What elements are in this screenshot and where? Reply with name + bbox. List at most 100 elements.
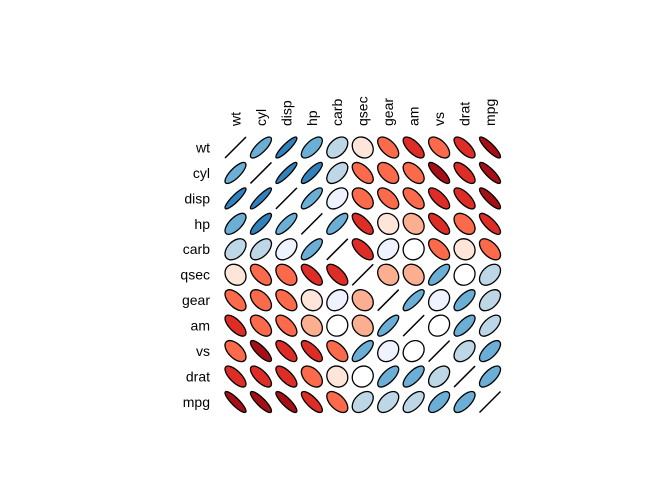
cell-qsec-hp xyxy=(300,263,324,286)
cell-disp-drat xyxy=(453,187,476,210)
row-label-hp: hp xyxy=(194,216,210,232)
cell-carb-disp xyxy=(275,238,298,261)
cell-gear-disp xyxy=(275,289,298,312)
cell-mpg-drat xyxy=(453,390,476,414)
cell-cyl-vs xyxy=(427,161,451,185)
cell-vs-disp xyxy=(275,339,298,363)
cell-disp-wt xyxy=(224,187,247,210)
cell-hp-disp xyxy=(275,212,298,236)
cell-carb-vs xyxy=(427,238,451,261)
row-label-carb: carb xyxy=(183,241,210,257)
col-label-carb: carb xyxy=(329,99,345,126)
col-label-cyl: cyl xyxy=(253,109,269,126)
cell-gear-qsec xyxy=(351,289,374,312)
cell-diagonal-carb xyxy=(326,238,349,261)
cell-am-carb xyxy=(326,314,349,337)
cell-cyl-carb xyxy=(326,161,349,185)
cell-gear-cyl xyxy=(249,289,273,312)
cell-mpg-gear xyxy=(377,390,400,414)
cell-cyl-gear xyxy=(377,161,400,185)
cell-mpg-disp xyxy=(275,390,298,414)
cell-cyl-am xyxy=(402,161,425,185)
cell-hp-cyl xyxy=(249,212,273,236)
cell-disp-am xyxy=(402,187,425,210)
cell-vs-am xyxy=(402,339,425,363)
row-label-gear: gear xyxy=(182,292,210,308)
cell-am-disp xyxy=(275,314,298,337)
cell-mpg-vs xyxy=(427,390,451,414)
cell-diagonal-vs xyxy=(428,340,451,363)
cell-carb-am xyxy=(402,238,425,261)
cell-vs-carb xyxy=(326,339,349,363)
cell-vs-gear xyxy=(377,339,400,363)
row-label-vs: vs xyxy=(196,343,210,359)
cell-am-vs xyxy=(427,314,451,337)
cell-qsec-vs xyxy=(427,263,451,286)
row-label-drat: drat xyxy=(186,368,210,384)
cell-cyl-mpg xyxy=(478,161,502,185)
cell-vs-hp xyxy=(300,339,324,363)
cell-hp-mpg xyxy=(478,212,502,236)
cell-cyl-drat xyxy=(453,161,476,185)
cell-carb-qsec xyxy=(351,238,374,261)
cell-gear-mpg xyxy=(478,289,502,312)
cell-wt-drat xyxy=(453,136,476,159)
cell-disp-mpg xyxy=(478,187,502,210)
cell-drat-cyl xyxy=(249,365,273,388)
cell-disp-cyl xyxy=(249,187,273,210)
cell-diagonal-am xyxy=(402,314,425,337)
cell-drat-vs xyxy=(427,365,451,388)
cell-gear-wt xyxy=(224,289,247,312)
cell-qsec-wt xyxy=(224,263,247,286)
cell-qsec-gear xyxy=(377,263,400,286)
cell-drat-hp xyxy=(300,365,324,388)
cell-drat-disp xyxy=(275,365,298,388)
row-label-mpg: mpg xyxy=(183,394,210,410)
cell-am-mpg xyxy=(478,314,502,337)
cell-carb-gear xyxy=(377,238,400,261)
cell-wt-mpg xyxy=(478,136,502,159)
cell-carb-cyl xyxy=(249,238,273,261)
cell-am-gear xyxy=(377,314,400,337)
cell-mpg-hp xyxy=(300,390,324,414)
cell-hp-drat xyxy=(453,212,476,236)
cell-cyl-hp xyxy=(300,161,324,185)
cell-disp-carb xyxy=(326,187,349,210)
cell-drat-gear xyxy=(377,365,400,388)
cell-carb-wt xyxy=(224,238,247,261)
cell-diagonal-mpg xyxy=(478,390,502,414)
cell-hp-vs xyxy=(427,212,451,236)
cell-am-drat xyxy=(453,314,476,337)
cell-gear-hp xyxy=(300,289,324,312)
col-label-drat: drat xyxy=(456,102,472,126)
cell-cyl-disp xyxy=(275,161,298,185)
col-label-qsec: qsec xyxy=(355,96,371,126)
cell-gear-vs xyxy=(427,289,451,312)
cell-am-hp xyxy=(300,314,324,337)
cell-qsec-am xyxy=(402,263,425,286)
cell-am-cyl xyxy=(249,314,273,337)
cell-vs-qsec xyxy=(351,339,374,363)
cell-wt-hp xyxy=(300,136,324,159)
cell-drat-mpg xyxy=(478,365,502,388)
col-label-wt: wt xyxy=(227,112,243,127)
cell-vs-drat xyxy=(453,339,476,363)
row-label-qsec: qsec xyxy=(180,267,210,283)
cell-mpg-wt xyxy=(224,390,247,414)
cell-qsec-drat xyxy=(453,263,476,286)
cell-disp-vs xyxy=(427,187,451,210)
cell-mpg-am xyxy=(402,390,425,414)
cell-carb-hp xyxy=(300,238,324,261)
cell-diagonal-drat xyxy=(453,365,476,388)
cell-wt-am xyxy=(402,136,425,159)
cell-qsec-cyl xyxy=(249,263,273,286)
cell-diagonal-cyl xyxy=(249,161,272,184)
cell-qsec-mpg xyxy=(478,263,502,286)
cell-vs-cyl xyxy=(249,339,273,363)
cell-hp-carb xyxy=(326,212,349,236)
cell-mpg-carb xyxy=(326,390,349,414)
row-label-disp: disp xyxy=(184,190,210,206)
cell-hp-qsec xyxy=(351,212,374,236)
cell-cyl-qsec xyxy=(351,161,374,185)
